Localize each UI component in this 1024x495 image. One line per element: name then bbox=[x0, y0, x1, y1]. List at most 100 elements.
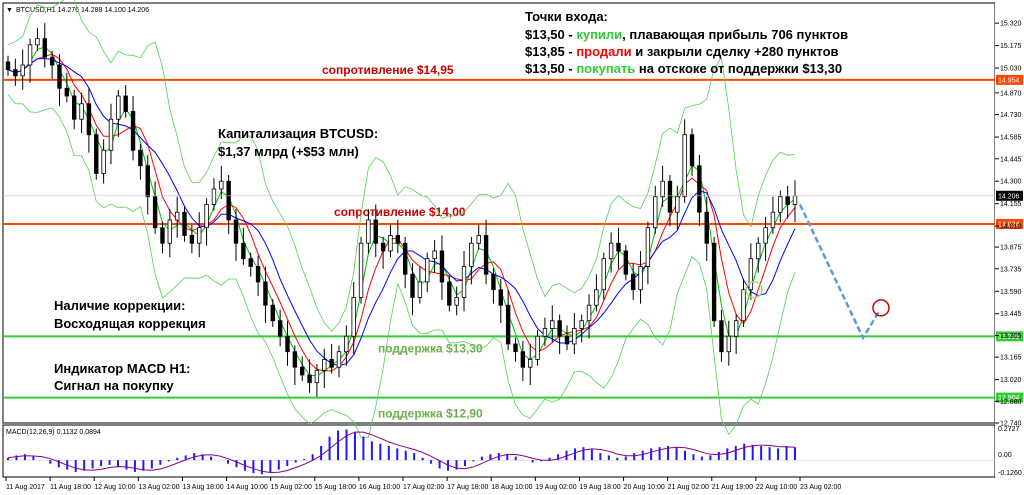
current-price-tag bbox=[996, 190, 1023, 201]
x-tick-label: 16 Aug 10:00 bbox=[359, 484, 400, 491]
candle bbox=[270, 299, 275, 327]
candle bbox=[13, 58, 18, 86]
candle bbox=[145, 154, 150, 215]
candle bbox=[704, 196, 709, 262]
resistance-1495-price-label: 14.954 bbox=[998, 77, 1020, 84]
candle bbox=[116, 89, 121, 138]
price-axis bbox=[995, 3, 1023, 477]
resistance-1400-price-tag bbox=[996, 219, 1023, 230]
candle bbox=[277, 309, 283, 347]
candle bbox=[233, 209, 239, 262]
candle bbox=[307, 359, 312, 393]
candle bbox=[388, 224, 393, 258]
candle bbox=[219, 165, 224, 200]
candle bbox=[108, 103, 114, 165]
candle bbox=[204, 198, 209, 246]
entry-line: $13,50 - покупать на отскоке от поддержк… bbox=[525, 61, 842, 76]
candle bbox=[756, 237, 761, 273]
y-tick-label: 12.740 bbox=[1000, 421, 1022, 428]
x-tick-label: 21 Aug 18:00 bbox=[712, 484, 753, 491]
candle bbox=[395, 219, 401, 254]
y-tick-label: 14.300 bbox=[1000, 179, 1022, 186]
resistance-1495-price-tag bbox=[996, 74, 1023, 85]
symbol-info: BTCUSD,H1 14.276 14.288 14.100 14.206 bbox=[16, 7, 149, 14]
ma-slow-line bbox=[7, 57, 796, 367]
x-tick-label: 13 Aug 18:00 bbox=[182, 484, 223, 491]
macd-signal-line bbox=[7, 431, 796, 474]
candle bbox=[586, 294, 592, 339]
candle bbox=[638, 250, 643, 304]
macd-tick-zero: 0.00 bbox=[998, 452, 1012, 459]
y-tick-label: 13.305 bbox=[1000, 333, 1022, 340]
candle bbox=[454, 286, 459, 316]
candle bbox=[439, 235, 445, 300]
candle bbox=[689, 128, 695, 176]
candle bbox=[623, 244, 629, 281]
y-tick-label: 15.175 bbox=[1000, 43, 1022, 50]
x-tick-label: 17 Aug 02:00 bbox=[403, 484, 444, 491]
candle bbox=[660, 165, 665, 207]
candle bbox=[461, 250, 467, 312]
candle bbox=[542, 317, 548, 347]
capitalization-value: $1,37 млрд (+$53 млн) bbox=[218, 144, 359, 159]
entry-title: Точки входа: bbox=[525, 9, 608, 24]
candle bbox=[5, 55, 11, 76]
candle bbox=[741, 278, 746, 327]
candle bbox=[174, 196, 180, 238]
symbol-dropdown-icon[interactable]: ▼ bbox=[6, 7, 13, 14]
candle bbox=[425, 252, 430, 293]
candle bbox=[27, 38, 33, 83]
candle bbox=[189, 224, 195, 254]
candle bbox=[785, 185, 790, 219]
support-1290-price-label: 12.904 bbox=[998, 395, 1020, 402]
y-tick-label: 14.155 bbox=[1000, 201, 1022, 208]
candle bbox=[42, 23, 47, 68]
bollinger-bands-layer bbox=[7, 0, 796, 438]
y-tick-label: 13.590 bbox=[1000, 289, 1022, 296]
candle bbox=[733, 314, 739, 355]
resistance-1495-caption: сопротивление $14,95 bbox=[322, 63, 454, 77]
moving-averages-layer bbox=[7, 46, 796, 377]
support-1290-caption: поддержка $12,90 bbox=[378, 407, 483, 421]
y-tick-label: 13.445 bbox=[1000, 311, 1022, 318]
candle bbox=[167, 209, 173, 258]
buy-signal-circle bbox=[745, 280, 763, 299]
candle bbox=[373, 204, 378, 258]
y-tick-label: 15.320 bbox=[1000, 21, 1022, 28]
candle bbox=[653, 185, 658, 234]
support-1330-price-tag bbox=[996, 331, 1023, 342]
candle bbox=[86, 88, 92, 153]
y-tick-label: 15.030 bbox=[1000, 66, 1022, 73]
entry-line: $13,85 - продали и закрыли сделку +280 п… bbox=[525, 44, 839, 59]
y-tick-label: 13.165 bbox=[1000, 355, 1022, 362]
resistance-1400-caption: сопротивление $14,00 bbox=[334, 205, 466, 219]
entry-action: купили bbox=[576, 27, 622, 42]
candle bbox=[255, 255, 261, 296]
candle bbox=[138, 144, 143, 180]
y-axis-ticks: 15.320 15.175 15.030 14.870 14.730 14.585 14.4… bbox=[3, 21, 1023, 428]
entry-detail: и закрыли сделку +280 пунктов bbox=[632, 44, 839, 59]
candle bbox=[491, 268, 496, 304]
entry-detail: на отскоке от поддержки $13,30 bbox=[635, 61, 842, 76]
macd-label: MACD(12,26,9) 0.1132 0.0894 bbox=[6, 429, 101, 436]
candle bbox=[130, 95, 136, 161]
y-tick-label: 13.020 bbox=[1000, 377, 1022, 384]
candle bbox=[645, 221, 651, 285]
bollinger-lower-line bbox=[7, 94, 796, 438]
candle bbox=[101, 139, 106, 184]
candle bbox=[20, 49, 25, 90]
candle bbox=[64, 72, 70, 103]
candle bbox=[402, 237, 408, 289]
x-tick-label: 19 Aug 18:00 bbox=[579, 484, 620, 491]
x-tick-label: 13 Aug 02:00 bbox=[138, 484, 179, 491]
candle bbox=[616, 227, 621, 269]
forecast-path bbox=[798, 203, 882, 341]
candle bbox=[682, 119, 687, 203]
forecast-layer bbox=[745, 203, 890, 341]
candle bbox=[358, 237, 364, 304]
macd-signal-title: Индикатор MACD H1: bbox=[54, 361, 190, 376]
candle bbox=[520, 340, 526, 382]
candle bbox=[57, 54, 62, 107]
candle bbox=[226, 175, 231, 234]
candle bbox=[71, 89, 77, 130]
